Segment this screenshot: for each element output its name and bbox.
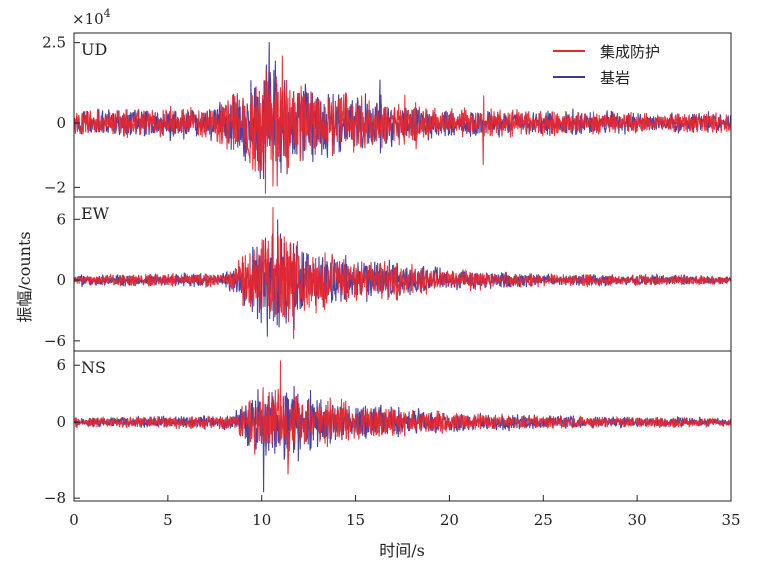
y-tick-label: 2.5 — [42, 34, 66, 52]
x-axis-title: 时间/s — [379, 541, 425, 560]
y-multiplier-exponent: 4 — [104, 7, 111, 20]
x-tick-label: 15 — [346, 511, 365, 529]
x-axis: 0 5 10 15 20 25 30 35 — [69, 495, 741, 529]
y-multiplier-label: ×104 — [72, 7, 111, 28]
series-line-integrated-protection — [74, 55, 731, 194]
y-tick-label: 6 — [56, 356, 66, 374]
series-line-integrated-protection — [74, 207, 731, 339]
y-multiplier-base: ×10 — [72, 10, 104, 28]
panel-ew: EW 6 0 −6 — [44, 196, 732, 352]
x-tick-label: 10 — [252, 511, 271, 529]
x-tick-label: 20 — [440, 511, 459, 529]
y-tick-label: 0 — [56, 271, 66, 289]
panel-frame — [73, 350, 732, 502]
x-tick-label: 35 — [721, 511, 740, 529]
series-line-integrated-protection — [74, 360, 731, 475]
series-line-bedrock — [74, 386, 731, 493]
x-tick-label: 5 — [163, 511, 173, 529]
y-axis-title: 振幅/counts — [15, 231, 34, 322]
series-line-bedrock — [74, 41, 731, 180]
legend-label-integrated-protection: 集成防护 — [600, 43, 660, 61]
y-tick-label: −2 — [44, 178, 66, 196]
y-tick-label: 0 — [56, 114, 66, 132]
x-tick-label: 0 — [69, 511, 79, 529]
panel-label: UD — [81, 40, 107, 59]
panel-ns: NS 6 0 −8 — [44, 350, 732, 507]
x-tick-label: 30 — [628, 511, 647, 529]
y-tick-label: 0 — [56, 413, 66, 431]
y-tick-label: 6 — [56, 210, 66, 228]
x-tick-label: 25 — [534, 511, 553, 529]
y-tick-label: −6 — [44, 332, 66, 350]
waveform-panels: UD 2.5 0 −2 EW 6 0 −6 NS 6 0 −8 — [42, 32, 732, 507]
panel-label: NS — [81, 358, 106, 377]
legend: 集成防护 基岩 — [553, 43, 660, 87]
y-tick-label: −8 — [44, 489, 66, 507]
panel-label: EW — [81, 204, 110, 223]
legend-label-bedrock: 基岩 — [600, 69, 630, 87]
